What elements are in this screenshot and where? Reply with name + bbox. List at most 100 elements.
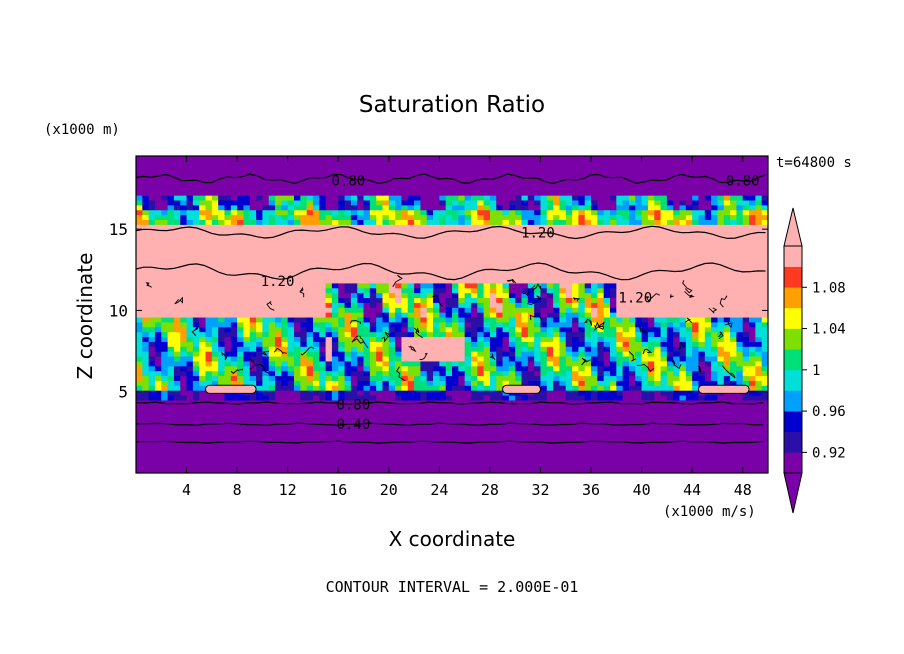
field-cell xyxy=(180,429,188,435)
field-cell xyxy=(527,394,535,401)
field-cell xyxy=(711,458,719,464)
field-cell xyxy=(281,443,289,450)
field-cell xyxy=(452,234,459,240)
field-cell xyxy=(306,385,314,391)
field-cell xyxy=(224,424,232,430)
field-cell xyxy=(597,273,605,279)
field-cell xyxy=(508,243,516,250)
field-cell xyxy=(515,287,523,294)
field-cell xyxy=(420,351,428,357)
field-cell xyxy=(660,307,668,313)
field-cell xyxy=(578,463,586,469)
field-cell xyxy=(445,248,453,255)
field-cell xyxy=(357,438,365,445)
field-cell xyxy=(711,292,719,299)
field-cell xyxy=(268,341,276,347)
field-cell xyxy=(224,341,232,347)
field-cell xyxy=(224,448,232,455)
field-cell xyxy=(173,229,181,235)
field-cell xyxy=(249,234,257,240)
field-cell xyxy=(445,443,453,450)
field-cell xyxy=(376,409,384,416)
field-cell xyxy=(755,370,763,377)
field-cell xyxy=(515,258,523,264)
field-cell xyxy=(673,341,681,347)
field-cell xyxy=(508,331,516,338)
field-cell xyxy=(300,297,308,303)
field-cell xyxy=(350,277,358,284)
field-cell xyxy=(723,429,731,435)
field-cell xyxy=(439,253,447,260)
field-cell xyxy=(363,282,371,289)
x-unit-label: (x1000 m/s) xyxy=(663,504,756,520)
field-cell xyxy=(527,258,535,264)
field-cell xyxy=(477,229,485,235)
field-cell xyxy=(237,404,245,411)
field-cell xyxy=(325,273,333,279)
field-cell xyxy=(287,273,295,279)
field-cell xyxy=(275,433,282,440)
field-cell xyxy=(319,243,327,250)
field-cell xyxy=(262,346,270,352)
field-cell xyxy=(281,429,289,435)
field-cell xyxy=(597,307,605,313)
field-cell xyxy=(502,453,510,459)
field-cell xyxy=(508,414,516,420)
field-cell xyxy=(142,443,150,450)
field-cell xyxy=(496,370,504,377)
field-cell xyxy=(357,380,365,386)
field-cell xyxy=(496,268,504,274)
field-cell xyxy=(294,316,301,323)
field-cell xyxy=(395,346,403,352)
field-cell xyxy=(218,326,226,333)
field-cell xyxy=(281,331,289,338)
field-cell xyxy=(685,380,693,386)
field-cell xyxy=(230,394,238,401)
field-cell xyxy=(742,243,750,250)
field-cell xyxy=(673,351,681,357)
field-cell xyxy=(376,238,384,245)
field-cell xyxy=(458,234,466,240)
field-cell xyxy=(186,307,194,313)
field-cell xyxy=(730,448,737,455)
field-cell xyxy=(426,287,434,294)
field-cell xyxy=(154,312,162,318)
field-cell xyxy=(761,438,768,445)
field-cell xyxy=(559,346,567,352)
field-cell xyxy=(559,438,567,445)
field-cell xyxy=(698,355,706,362)
field-cell xyxy=(433,297,440,303)
field-cell xyxy=(616,312,624,318)
field-cell xyxy=(660,390,668,396)
field-cell xyxy=(685,394,693,401)
field-cell xyxy=(312,370,320,377)
field-cell xyxy=(319,292,327,299)
field-cell xyxy=(704,355,712,362)
field-cell xyxy=(249,263,257,269)
field-cell xyxy=(717,433,725,440)
field-cell xyxy=(300,243,308,250)
field-cell xyxy=(167,394,175,401)
field-cell xyxy=(489,321,497,328)
field-cell xyxy=(521,277,529,284)
field-cell xyxy=(698,341,706,347)
field-cell xyxy=(666,258,674,264)
field-cell xyxy=(597,287,605,294)
field-cell xyxy=(281,273,289,279)
field-cell xyxy=(527,297,535,303)
field-cell xyxy=(388,429,396,435)
field-cell xyxy=(452,380,459,386)
field-cell xyxy=(666,355,674,362)
field-cell xyxy=(565,248,573,255)
field-cell xyxy=(730,414,737,420)
field-cell xyxy=(704,287,712,294)
field-cell xyxy=(224,355,232,362)
field-cell xyxy=(635,404,643,411)
field-cell xyxy=(199,346,207,352)
field-cell xyxy=(559,394,567,401)
field-cell xyxy=(173,424,181,430)
field-cell xyxy=(704,238,712,245)
field-cell xyxy=(647,277,655,284)
field-cell xyxy=(546,458,554,464)
field-cell xyxy=(350,380,358,386)
